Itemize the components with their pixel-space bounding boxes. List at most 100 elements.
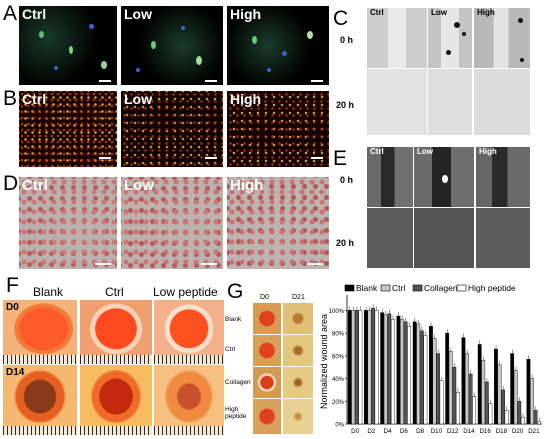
y-tick-label-1: 20% bbox=[332, 400, 345, 406]
wound-photo-blank-d0: D0 bbox=[3, 300, 77, 364]
bar-D6-3 bbox=[407, 326, 411, 425]
bar-D20-1 bbox=[513, 370, 518, 425]
bar-D12-1 bbox=[448, 351, 453, 425]
g-row-blank: Blank bbox=[225, 316, 242, 323]
bar-D12-2 bbox=[452, 366, 457, 425]
x-tick-label-3: D6 bbox=[400, 428, 408, 435]
x-tick-label-1: D2 bbox=[367, 428, 375, 435]
day-label-d14: D14 bbox=[6, 367, 25, 378]
bar-D16-2 bbox=[484, 381, 489, 425]
panel-d-high-label: High bbox=[230, 177, 264, 194]
bar-D21-2 bbox=[533, 410, 538, 425]
col-header-blank: Blank bbox=[33, 285, 64, 299]
bar-D6-1 bbox=[400, 319, 404, 425]
panel-e-low-0h: Low bbox=[414, 147, 474, 207]
panel-c-low-label: Low bbox=[431, 8, 447, 17]
wound-photo-blank-d14: D14 bbox=[3, 365, 77, 435]
bar-D21-3 bbox=[537, 421, 541, 425]
bar-D10-1 bbox=[432, 338, 437, 425]
bar-D2-0 bbox=[364, 310, 368, 425]
bar-D0-3 bbox=[358, 310, 363, 425]
x-tick-label-11: D21 bbox=[528, 428, 540, 435]
bar-D10-0 bbox=[429, 326, 433, 425]
bar-D0-0 bbox=[347, 310, 352, 425]
panel-e-low-20h bbox=[414, 208, 474, 268]
panel-label-d: D bbox=[3, 172, 19, 195]
panel-label-g: G bbox=[227, 280, 244, 303]
legend-swatch-2 bbox=[412, 284, 423, 292]
wound-photo-lowpep-d0 bbox=[154, 300, 224, 364]
bar-D0-1 bbox=[351, 310, 356, 425]
panel-a-ctrl-label: Ctrl bbox=[22, 6, 47, 22]
bar-D21-1 bbox=[530, 378, 534, 425]
bar-D14-1 bbox=[465, 353, 469, 425]
panel-c-ctrl-label: Ctrl bbox=[370, 8, 384, 17]
panel-b-high-label: High bbox=[230, 91, 262, 107]
legend-swatch-1 bbox=[380, 284, 391, 292]
legend-label-1: Ctrl bbox=[392, 283, 405, 293]
g-photo-highpep-d21 bbox=[283, 399, 313, 434]
bar-D4-3 bbox=[390, 319, 395, 425]
x-tick-label-7: D14 bbox=[463, 428, 475, 435]
x-tick-label-2: D4 bbox=[384, 428, 392, 435]
legend-label-0: Blank bbox=[356, 283, 378, 293]
bar-D6-2 bbox=[403, 321, 408, 425]
g-photo-blank-d21 bbox=[283, 303, 313, 334]
panel-e-ctrl-0h: Ctrl bbox=[367, 147, 413, 207]
bar-D16-3 bbox=[488, 403, 493, 425]
panel-label-f: F bbox=[6, 274, 19, 297]
y-tick-label-5: 100% bbox=[329, 309, 345, 315]
panel-label-e: E bbox=[333, 147, 348, 170]
scale-bar bbox=[205, 157, 217, 159]
panel-d-low-label: Low bbox=[124, 177, 154, 194]
scale-bar bbox=[99, 80, 111, 82]
panel-d-ctrl-label: Ctrl bbox=[22, 177, 48, 194]
time-0h-label-c: 0 h bbox=[340, 35, 354, 45]
panel-c-high-20h bbox=[474, 69, 530, 135]
bar-D18-1 bbox=[497, 364, 502, 425]
bar-D8-3 bbox=[423, 335, 428, 425]
time-20h-label-c: 20 h bbox=[336, 100, 355, 110]
panel-d-high-image: High bbox=[227, 177, 329, 269]
ruler bbox=[80, 355, 152, 364]
g-row-ctrl: Ctrl bbox=[225, 346, 236, 353]
bar-D0-2 bbox=[354, 310, 359, 425]
bar-D21-0 bbox=[526, 359, 531, 425]
bar-D20-2 bbox=[517, 401, 522, 425]
ruler bbox=[80, 426, 152, 435]
panel-a-low-image: Low bbox=[121, 6, 223, 85]
g-day-d21: D21 bbox=[292, 294, 305, 301]
bar-D6-0 bbox=[396, 315, 401, 425]
bar-D16-1 bbox=[481, 360, 486, 425]
time-20h-label-e: 20 h bbox=[336, 238, 355, 248]
time-0h-label-e: 0 h bbox=[340, 175, 354, 185]
wound-photo-ctrl-d14 bbox=[80, 365, 152, 435]
panel-label-a: A bbox=[3, 2, 18, 25]
bar-D8-2 bbox=[419, 330, 424, 425]
col-header-low-peptide: Low peptide bbox=[153, 285, 218, 299]
y-axis-label: Normalized wound area bbox=[319, 314, 329, 409]
scale-bar bbox=[99, 157, 111, 159]
scale-bar bbox=[311, 80, 323, 82]
panel-d-ctrl-image: Ctrl bbox=[19, 177, 117, 269]
panel-a-high-image: High bbox=[227, 6, 329, 85]
bar-D12-3 bbox=[455, 391, 460, 425]
panel-b-high-image: High bbox=[227, 91, 329, 167]
panel-e-ctrl-20h bbox=[367, 208, 413, 268]
bar-D16-0 bbox=[477, 344, 482, 425]
g-photo-ctrl-d0 bbox=[253, 335, 281, 366]
y-tick-label-0: 0% bbox=[335, 423, 344, 429]
g-photo-ctrl-d21 bbox=[283, 335, 313, 366]
scale-bar bbox=[307, 263, 323, 265]
bar-D8-0 bbox=[412, 321, 417, 425]
ruler bbox=[3, 426, 77, 435]
wound-photo-lowpep-d14 bbox=[154, 365, 224, 435]
ruler bbox=[154, 426, 224, 435]
bar-D14-2 bbox=[468, 373, 473, 425]
scale-bar bbox=[205, 80, 217, 82]
bar-D4-2 bbox=[387, 313, 392, 425]
legend-label-2: Collagen bbox=[424, 283, 458, 293]
wound-photo-ctrl-d0 bbox=[80, 300, 152, 364]
bar-D2-2 bbox=[371, 307, 375, 425]
legend-swatch-3 bbox=[456, 284, 467, 292]
